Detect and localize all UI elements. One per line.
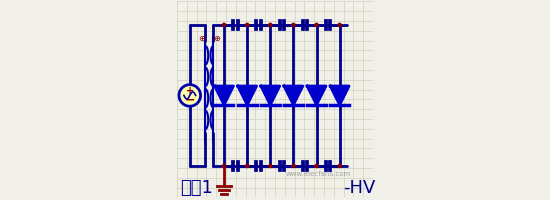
Text: ⊕: ⊕ <box>214 34 221 43</box>
Text: 电路1: 电路1 <box>180 179 213 197</box>
Polygon shape <box>307 86 326 105</box>
Text: ⊕: ⊕ <box>198 34 205 43</box>
Circle shape <box>269 23 272 26</box>
Polygon shape <box>214 86 233 105</box>
Circle shape <box>315 23 318 26</box>
Polygon shape <box>261 86 280 105</box>
Text: -HV: -HV <box>343 179 376 197</box>
Circle shape <box>246 164 249 168</box>
Polygon shape <box>238 86 257 105</box>
Polygon shape <box>330 86 349 105</box>
Circle shape <box>338 23 341 26</box>
Text: www.elecfans.com: www.elecfans.com <box>285 171 351 177</box>
Circle shape <box>292 23 295 26</box>
Circle shape <box>223 23 226 26</box>
Circle shape <box>246 23 249 26</box>
Circle shape <box>338 164 341 168</box>
Text: −: − <box>184 94 195 107</box>
Circle shape <box>269 164 272 168</box>
Circle shape <box>223 164 226 168</box>
Circle shape <box>315 164 318 168</box>
Circle shape <box>179 85 201 106</box>
Polygon shape <box>284 86 303 105</box>
Text: +: + <box>186 86 194 96</box>
Circle shape <box>292 164 295 168</box>
